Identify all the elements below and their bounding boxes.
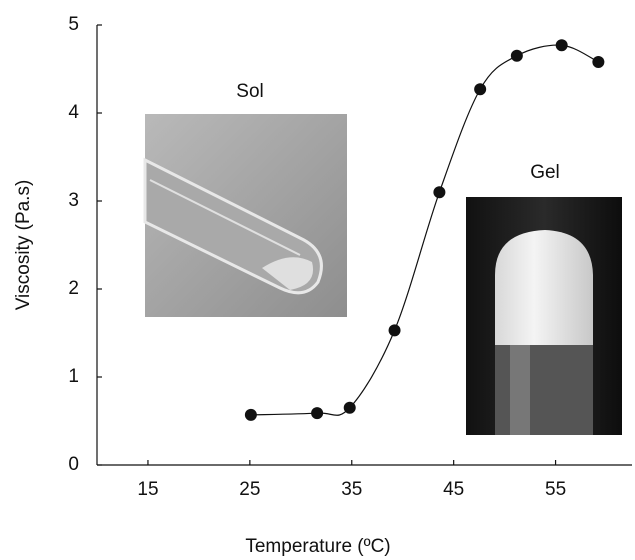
data-point <box>510 49 523 62</box>
data-point <box>343 401 356 414</box>
curve <box>250 44 599 416</box>
annotation: Gel <box>530 162 560 183</box>
x-tick-label: 35 <box>341 479 362 500</box>
y-axis-title: Viscosity (Pa.s) <box>13 180 34 311</box>
y-tick-label: 5 <box>68 14 79 35</box>
gel-photo <box>466 197 622 435</box>
x-axis-title: Temperature (ºC) <box>245 536 390 557</box>
data-point <box>555 39 568 52</box>
x-tick-label: 15 <box>137 479 158 500</box>
data-point <box>433 186 446 199</box>
y-tick-label: 4 <box>68 102 79 123</box>
sol-photo <box>143 114 347 317</box>
y-tick-label: 0 <box>68 454 79 475</box>
data-point <box>474 83 487 96</box>
data-point <box>244 408 257 421</box>
x-tick-label: 55 <box>545 479 566 500</box>
data-point <box>592 55 605 68</box>
data-point <box>311 407 324 420</box>
x-tick-label: 25 <box>239 479 260 500</box>
x-tick-label: 45 <box>443 479 464 500</box>
y-tick-label: 3 <box>68 190 79 211</box>
y-tick-label: 1 <box>68 366 79 387</box>
y-tick-label: 2 <box>68 278 79 299</box>
data-point <box>388 324 401 337</box>
annotation: Sol <box>236 81 263 102</box>
